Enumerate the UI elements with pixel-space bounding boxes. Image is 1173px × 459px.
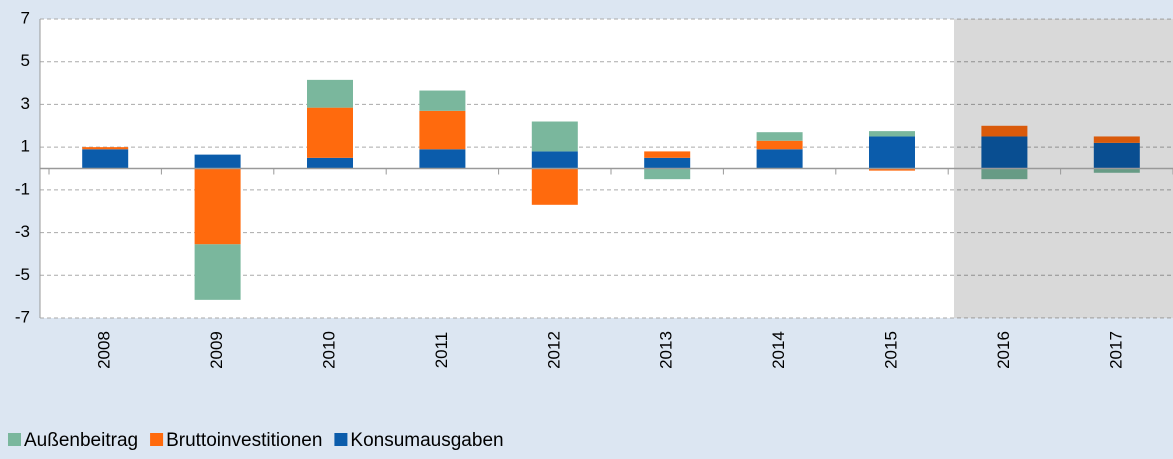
- legend-label: Bruttoinvestitionen: [166, 430, 322, 451]
- bar: [531, 121, 578, 152]
- bar: [981, 136, 1028, 169]
- x-tick-label: 2011: [432, 332, 451, 369]
- y-tick-label: -7: [15, 307, 30, 326]
- bar: [869, 136, 915, 169]
- bar: [419, 149, 466, 169]
- x-tick-label: 2008: [95, 331, 114, 369]
- bar: [756, 149, 803, 169]
- x-tick-label: 2010: [319, 331, 338, 369]
- bar: [756, 132, 803, 141]
- y-tick-label: -3: [15, 222, 30, 241]
- bar: [82, 149, 129, 169]
- bar: [307, 107, 353, 158]
- y-tick-label: 1: [21, 137, 30, 156]
- legend-label: Außenbeitrag: [24, 430, 138, 451]
- y-tick-label: -5: [15, 265, 30, 284]
- bar: [82, 147, 129, 150]
- x-tick-label: 2016: [994, 331, 1013, 369]
- legend-swatch: [8, 433, 21, 446]
- bar: [644, 151, 691, 158]
- bar: [194, 168, 241, 245]
- bar: [531, 168, 578, 205]
- bar: [869, 168, 915, 171]
- y-tick-label: 5: [21, 51, 30, 70]
- bar: [194, 154, 241, 169]
- bar: [307, 79, 353, 108]
- bar: [419, 90, 466, 111]
- legend-swatch: [150, 433, 164, 446]
- x-tick-label: 2017: [1106, 331, 1125, 369]
- y-tick-label: -1: [15, 179, 30, 198]
- bar: [981, 125, 1028, 137]
- bar: [1093, 168, 1140, 173]
- bar: [1093, 136, 1140, 143]
- bar: [644, 168, 691, 180]
- x-tick-label: 2014: [769, 331, 788, 369]
- bar: [644, 157, 691, 169]
- bar: [981, 168, 1028, 180]
- x-tick-label: 2012: [544, 331, 563, 369]
- x-tick-label: 2009: [207, 331, 226, 369]
- x-tick-label: 2013: [657, 331, 676, 369]
- bar: [1093, 142, 1140, 169]
- x-tick-label: 2015: [881, 331, 900, 369]
- bar: [756, 140, 803, 150]
- bar: [531, 151, 578, 169]
- y-tick-label: 3: [21, 94, 30, 113]
- bar: [307, 157, 353, 169]
- bar: [419, 110, 466, 150]
- bar: [869, 131, 915, 137]
- legend-swatch: [334, 433, 348, 446]
- legend-label: Konsumausgaben: [350, 430, 503, 451]
- y-tick-label: 7: [21, 8, 30, 27]
- bar: [194, 244, 241, 300]
